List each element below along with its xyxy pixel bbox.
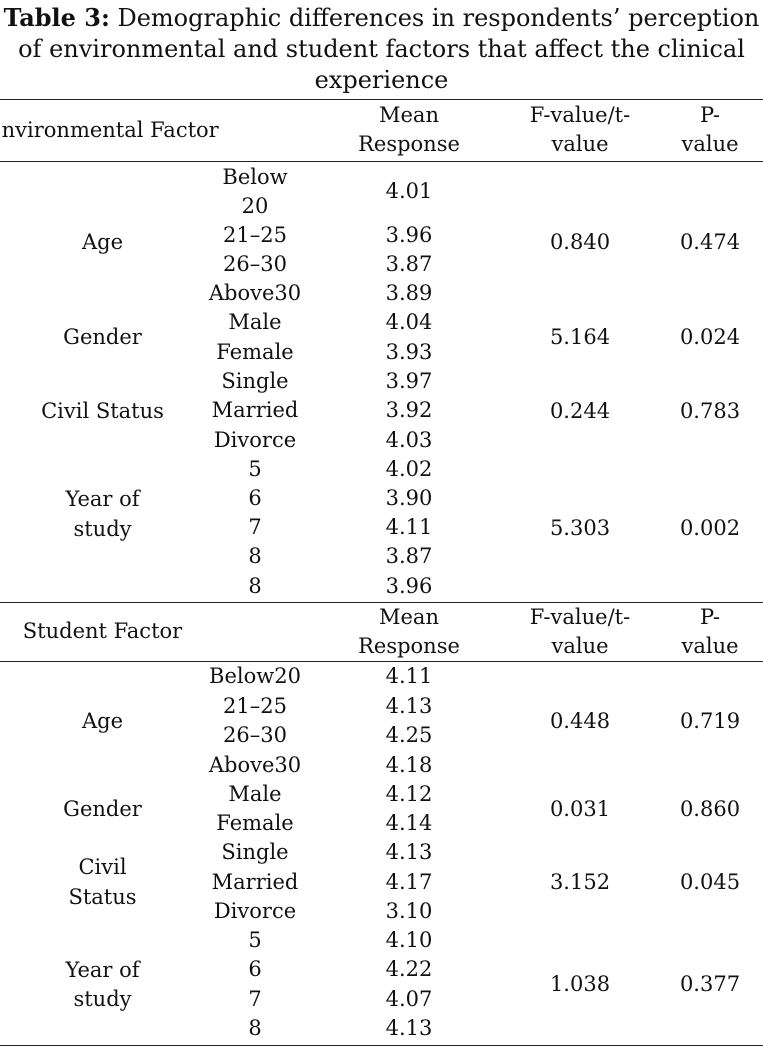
mean-response-value: 4.11 [385,515,433,539]
f-value: 1.038 [549,972,611,996]
group-level-label: 21–25 [223,694,287,718]
mean-response-value: 4.07 [385,987,433,1011]
f-value: 3.152 [549,869,611,894]
group-level-label: 8 [248,544,262,568]
mean-response-value: 3.89 [385,281,433,305]
group-level-label: Male [228,310,282,334]
group-level-label: Married [211,398,299,422]
p-value: 0.377 [679,972,741,996]
mean-response-value: 4.12 [385,782,433,806]
header-f-value: F-value/t-value [529,604,631,658]
p-value: 0.783 [679,398,741,423]
factor-group-name: Age [81,230,124,254]
mean-response-value: 3.96 [385,223,433,247]
mean-response-value: 4.22 [385,957,433,981]
group-level-label: 5 [248,928,262,952]
factor-group-name: Civil Status [41,398,164,423]
factor-group-name: Civil Status [68,855,137,909]
header-p-value: P-value [681,103,739,156]
group-level-label: Male [228,782,282,806]
header-p-value: P-value [681,604,739,658]
header-factor: Environmental Factor [0,117,219,142]
mean-response-value: 4.13 [385,1016,433,1040]
group-level-label: 5 [248,457,262,481]
table-bottom-rule [0,1045,763,1046]
group-level-label: 8 [248,574,262,598]
group-level-label: Married [211,870,299,894]
mean-response-value: 3.93 [385,340,433,364]
table-label: Table 3: [3,3,110,32]
header-mean-response: Mean Response [358,604,460,658]
p-value: 0.024 [679,325,741,349]
factor-group-name: Gender [63,796,142,821]
f-value: 5.303 [549,515,611,540]
f-value: 0.244 [549,398,611,423]
p-value: 0.045 [679,869,741,894]
factor-group-name: Year of study [65,487,140,541]
mean-response-value: 4.04 [385,310,433,334]
factor-group-name: Gender [63,325,142,349]
mean-response-value: 4.02 [385,457,433,481]
mean-response-value: 3.87 [385,544,433,568]
mean-response-value: 3.10 [385,899,433,923]
group-level-label: 7 [248,515,262,539]
group-level-label: Female [216,340,294,364]
mean-response-value: 4.13 [385,694,433,718]
mean-response-value: 4.01 [385,179,433,203]
mean-response-value: 3.90 [385,486,433,510]
mean-response-value: 3.96 [385,574,433,598]
group-level-label: Divorce [213,899,297,923]
header-f-value: F-value/t-value [529,103,631,156]
group-level-label: Above30 [208,281,302,305]
mean-response-value: 4.17 [385,870,433,894]
table-caption: Table 3: Demographic differences in resp… [0,2,763,96]
mean-response-value: 3.97 [385,369,433,393]
table-caption-text: Demographic differences in respondents’ … [18,4,760,94]
mean-response-value: 4.25 [385,723,433,747]
header-factor: Student Factor [22,619,183,643]
mean-response-value: 4.11 [385,664,433,688]
group-level-label: 7 [248,987,262,1011]
header-bottom-rule [0,661,763,662]
header-bottom-rule [0,161,763,162]
section-top-rule [0,99,763,100]
p-value: 0.002 [679,515,741,540]
factor-group-name: Year of study [65,957,140,1012]
group-level-label: 21–25 [223,223,287,247]
mean-response-value: 4.14 [385,811,433,835]
group-level-label: Above30 [208,753,302,777]
group-level-label: 26–30 [223,252,287,276]
p-value: 0.474 [679,230,741,254]
mean-response-value: 4.03 [385,428,433,452]
f-value: 0.448 [549,708,611,733]
group-level-label: Below20 [209,664,301,688]
group-level-label: Female [216,811,294,835]
group-level-label: 6 [248,486,262,510]
factor-group-name: Age [81,708,124,733]
section-top-rule [0,602,763,603]
group-level-label: Below 20 [222,164,288,219]
group-level-label: 6 [248,957,262,981]
mean-response-value: 3.92 [385,398,433,422]
group-level-label: Single [221,369,289,393]
header-mean-response: Mean Response [358,103,460,156]
group-level-label: Divorce [213,428,297,452]
mean-response-value: 4.10 [385,928,433,952]
mean-response-value: 3.87 [385,252,433,276]
f-value: 0.840 [549,230,611,254]
group-level-label: 26–30 [223,723,287,747]
f-value: 0.031 [549,796,611,821]
p-value: 0.719 [679,708,741,733]
group-level-label: Single [221,840,289,864]
p-value: 0.860 [679,796,741,821]
mean-response-value: 4.13 [385,840,433,864]
mean-response-value: 4.18 [385,753,433,777]
group-level-label: 8 [248,1016,262,1040]
f-value: 5.164 [549,325,611,349]
